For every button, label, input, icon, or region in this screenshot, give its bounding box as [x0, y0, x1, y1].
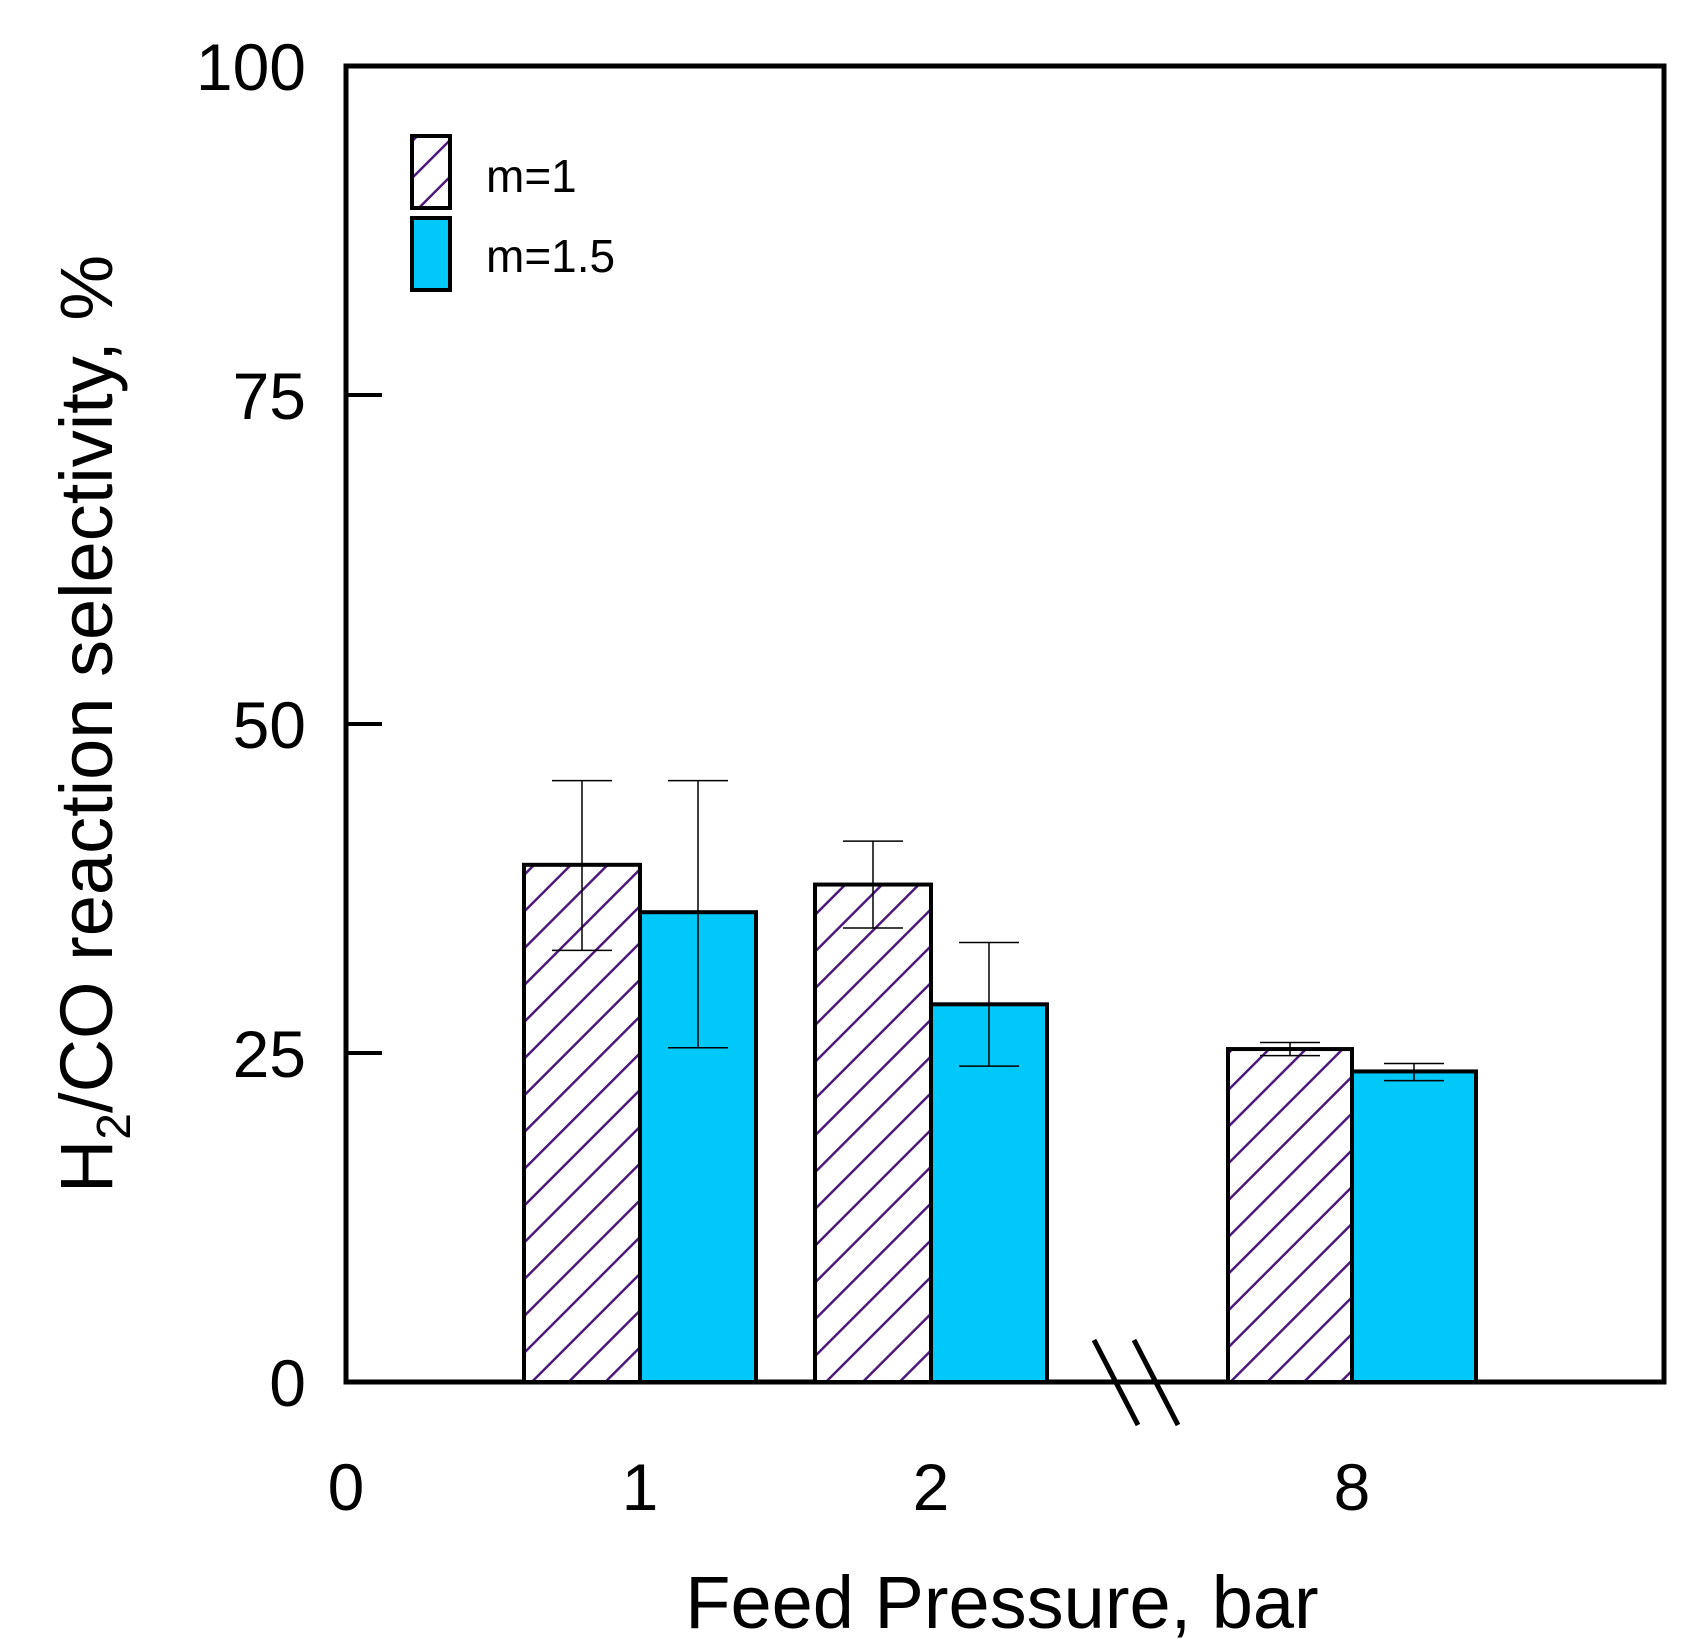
y-tick-label-0: 0 [269, 1346, 306, 1420]
error-bar-m-1-p8 [1260, 1041, 1320, 1057]
x-axis-title: Feed Pressure, bar [685, 1561, 1318, 1644]
bar-m-1-p8 [1226, 1047, 1354, 1384]
y-tick-label-25: 25 [233, 1017, 306, 1091]
y-axis-title-h: H [45, 1140, 128, 1193]
bar-m-1-p2 [813, 882, 933, 1384]
y-axis-title-subscript: 2 [88, 1113, 141, 1140]
x-tick-label-0: 0 [328, 1450, 365, 1524]
axis-break-marker [1091, 1338, 1181, 1427]
legend-label-m1-5: m=1.5 [486, 230, 615, 282]
error-bar-m-1-p2 [843, 840, 903, 929]
x-tick-label-1: 1 [622, 1450, 659, 1524]
bar-m-1-5-p8 [1350, 1069, 1478, 1384]
legend-label-m1: m=1 [486, 150, 577, 202]
x-tick-label-8: 8 [1334, 1450, 1371, 1524]
y-tick-label-50: 50 [233, 688, 306, 762]
error-bar-m-1-5-p2 [959, 941, 1019, 1067]
legend-swatch-m1 [410, 134, 452, 210]
legend: m=1 m=1.5 [410, 134, 615, 292]
error-bar-m-1-5-p8 [1384, 1062, 1444, 1082]
legend-swatch-m1-5 [410, 216, 452, 292]
y-axis-title: H2/CO reaction selectivity, % [45, 255, 141, 1193]
x-axis-ticks: 0 1 2 8 [328, 1450, 1371, 1524]
error-bar-m-1-p1 [552, 779, 612, 952]
y-axis-title-rest: /CO reaction selectivity, % [45, 255, 128, 1113]
error-bars-layer [552, 779, 1444, 1082]
error-bar-m-1-5-p1 [668, 779, 728, 1049]
x-tick-label-2: 2 [913, 1450, 950, 1524]
y-tick-label-75: 75 [233, 359, 306, 433]
y-axis-ticks: 0 25 50 75 100 [196, 30, 382, 1420]
y-tick-label-100: 100 [196, 30, 306, 104]
